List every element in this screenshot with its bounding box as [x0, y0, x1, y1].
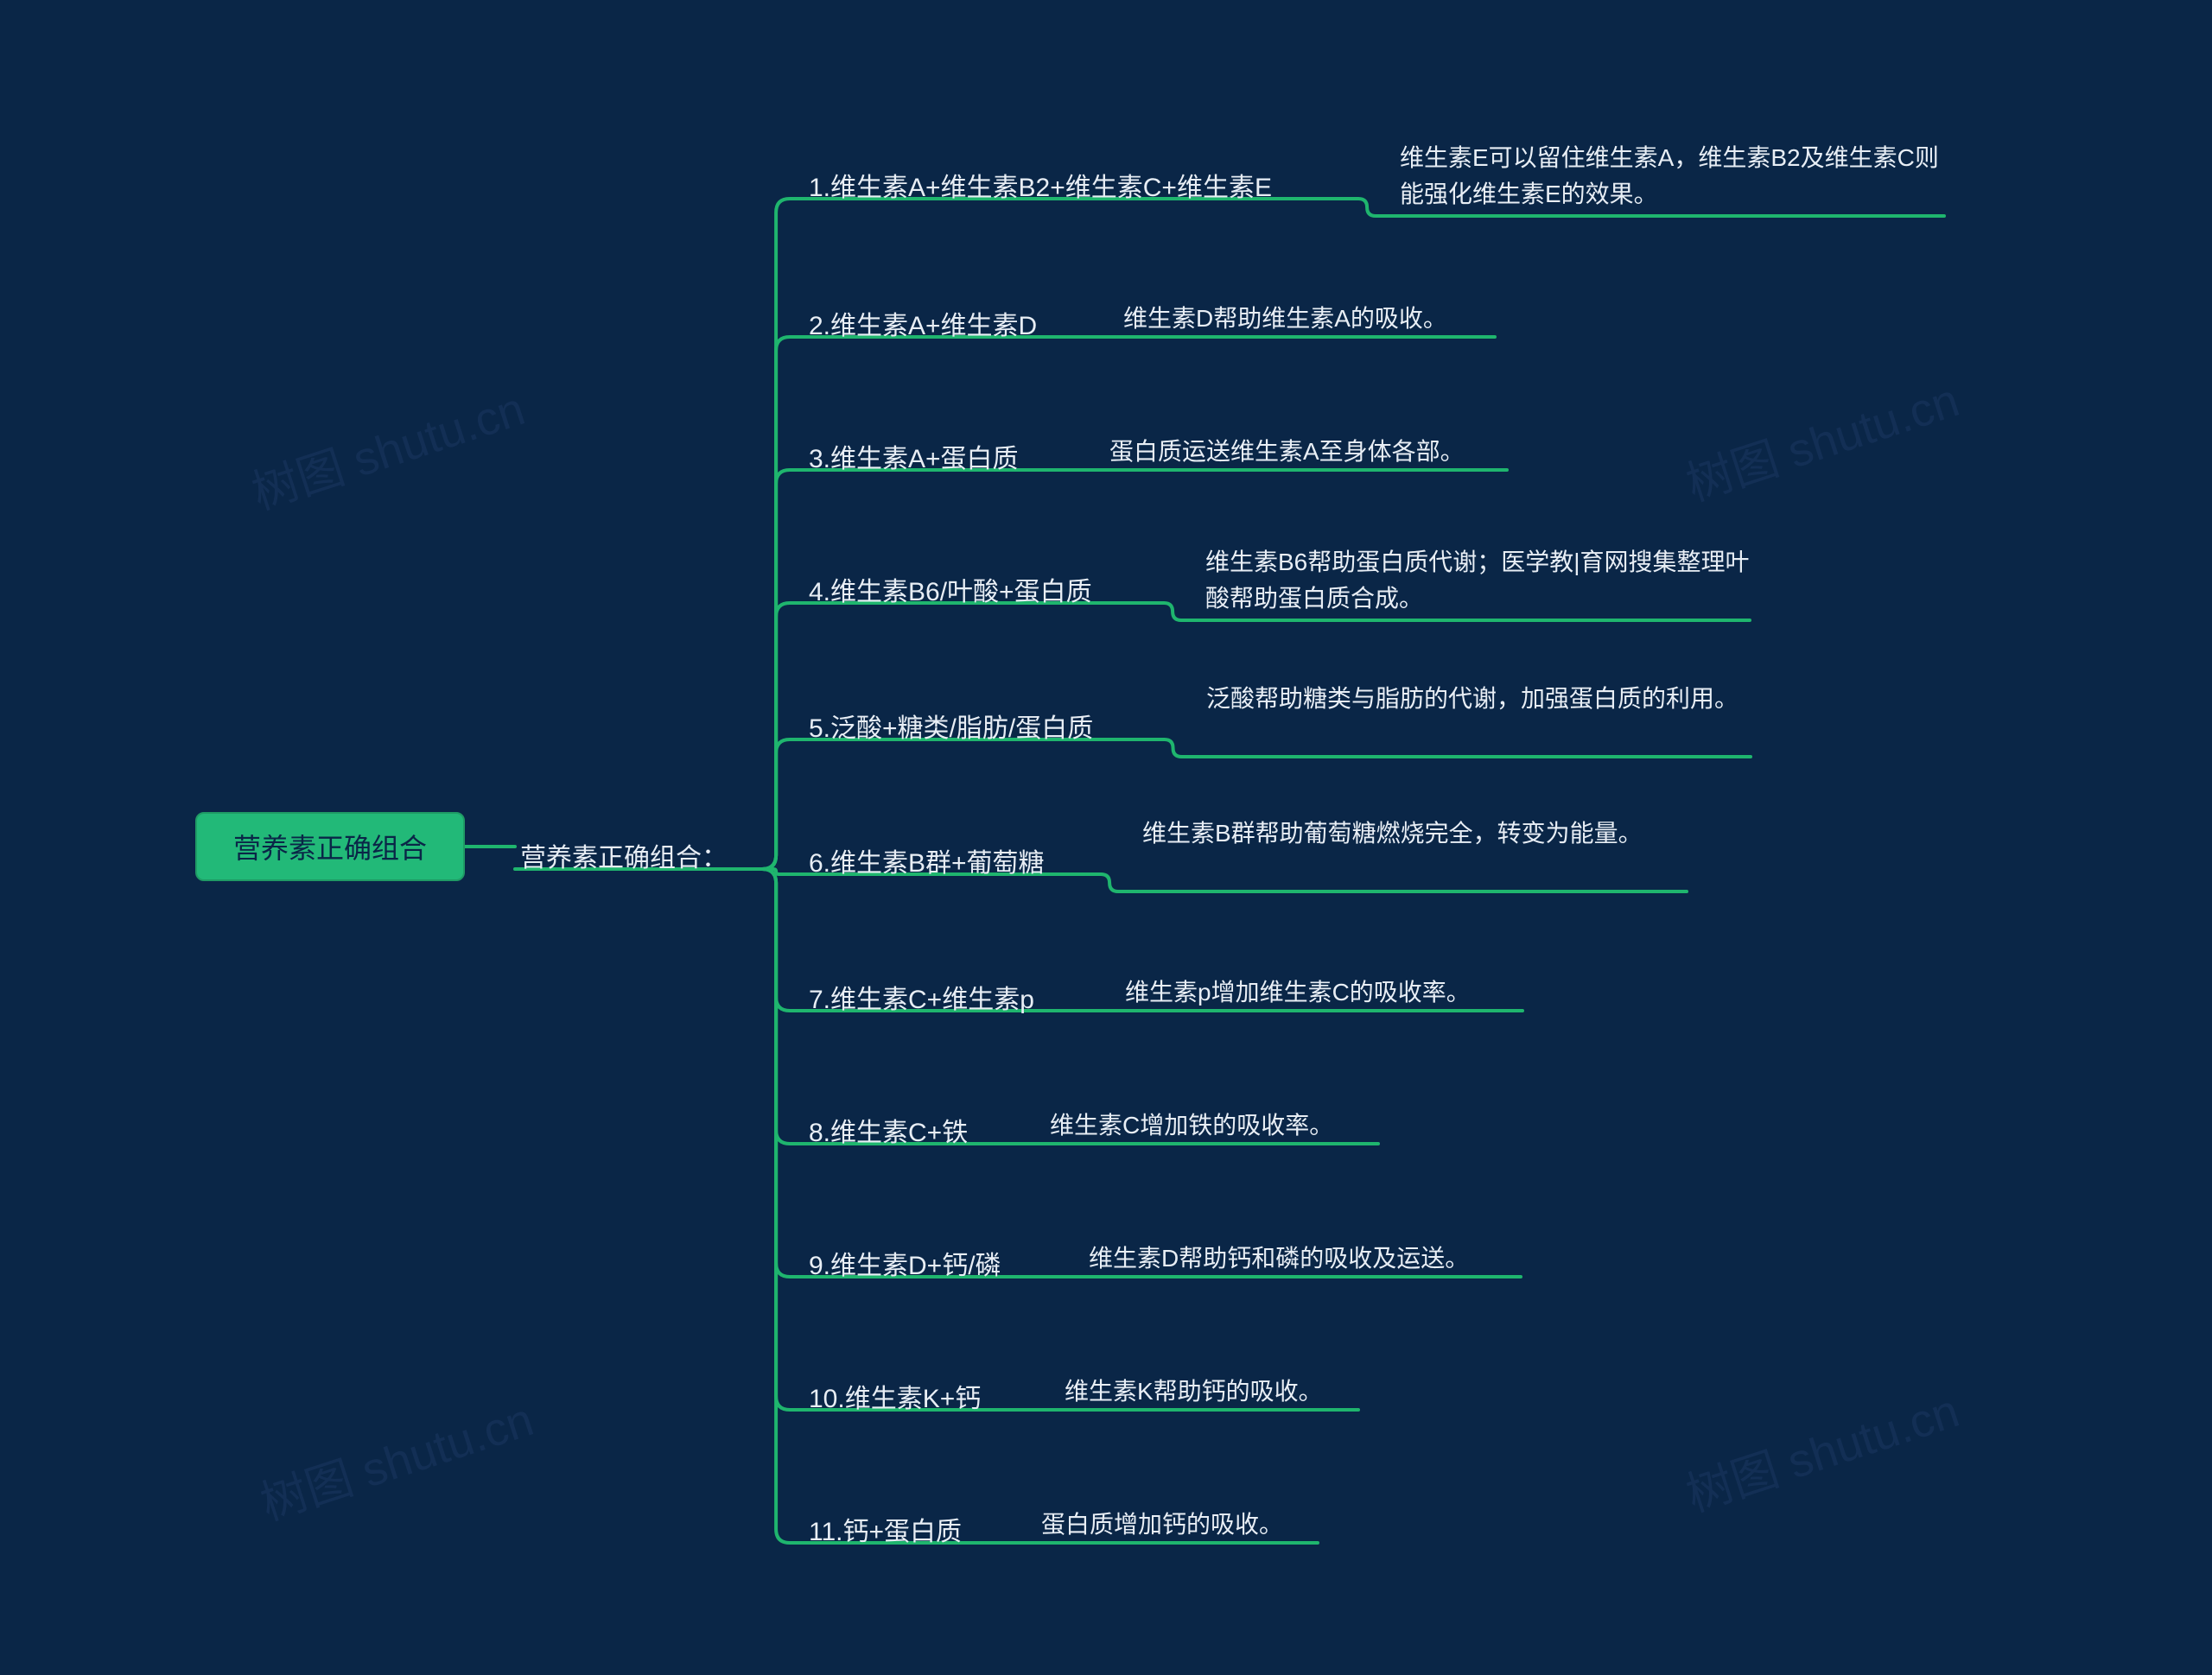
level3-node: 维生素B群帮助葡萄糖燃烧完全，转变为能量。	[1142, 814, 1687, 853]
level2-node[interactable]: 10.维生素K+钙	[809, 1372, 981, 1420]
level2-node[interactable]: 2.维生素A+维生素D	[809, 299, 1037, 347]
level3-node: 维生素D帮助钙和磷的吸收及运送。	[1089, 1239, 1521, 1278]
level3-node: 维生素K帮助钙的吸收。	[1065, 1372, 1358, 1412]
level2-node[interactable]: 1.维生素A+维生素B2+维生素C+维生素E	[809, 161, 1272, 209]
level3-node: 维生素C增加铁的吸收率。	[1050, 1106, 1378, 1145]
level3-node: 蛋白质增加钙的吸收。	[1041, 1505, 1318, 1545]
root-node[interactable]: 营养素正确组合	[195, 812, 465, 881]
level2-node[interactable]: 6.维生素B群+葡萄糖	[809, 836, 1045, 885]
level2-node[interactable]: 4.维生素B6/叶酸+蛋白质	[809, 565, 1092, 613]
watermark: 树图 shutu.cn	[251, 1381, 541, 1533]
level3-node: 维生素E可以留住维生素A，维生素B2及维生素C则能强化维生素E的效果。	[1400, 138, 1944, 214]
level3-node: 维生素p增加维生素C的吸收率。	[1125, 973, 1522, 1012]
watermark: 树图 shutu.cn	[1676, 362, 1967, 514]
level2-node[interactable]: 7.维生素C+维生素p	[809, 973, 1034, 1021]
watermark: 树图 shutu.cn	[1676, 1373, 1967, 1525]
level2-node[interactable]: 3.维生素A+蛋白质	[809, 432, 1019, 480]
level3-node: 蛋白质运送维生素A至身体各部。	[1109, 432, 1507, 472]
level2-node[interactable]: 8.维生素C+铁	[809, 1106, 968, 1154]
level2-node[interactable]: 9.维生素D+钙/磷	[809, 1239, 1001, 1287]
level1-node[interactable]: 营养素正确组合：	[520, 831, 728, 879]
watermark: 树图 shutu.cn	[242, 371, 532, 523]
level3-node: 泛酸帮助糖类与脂肪的代谢，加强蛋白质的利用。	[1206, 679, 1751, 719]
level2-node[interactable]: 11.钙+蛋白质	[809, 1505, 962, 1553]
level3-node: 维生素B6帮助蛋白质代谢；医学教|育网搜集整理叶酸帮助蛋白质合成。	[1205, 542, 1750, 619]
level2-node[interactable]: 5.泛酸+糖类/脂肪/蛋白质	[809, 701, 1093, 750]
level3-node: 维生素D帮助维生素A的吸收。	[1123, 299, 1495, 339]
mindmap-canvas: 树图 shutu.cn 树图 shutu.cn 树图 shutu.cn 树图 shut…	[0, 0, 2212, 1675]
